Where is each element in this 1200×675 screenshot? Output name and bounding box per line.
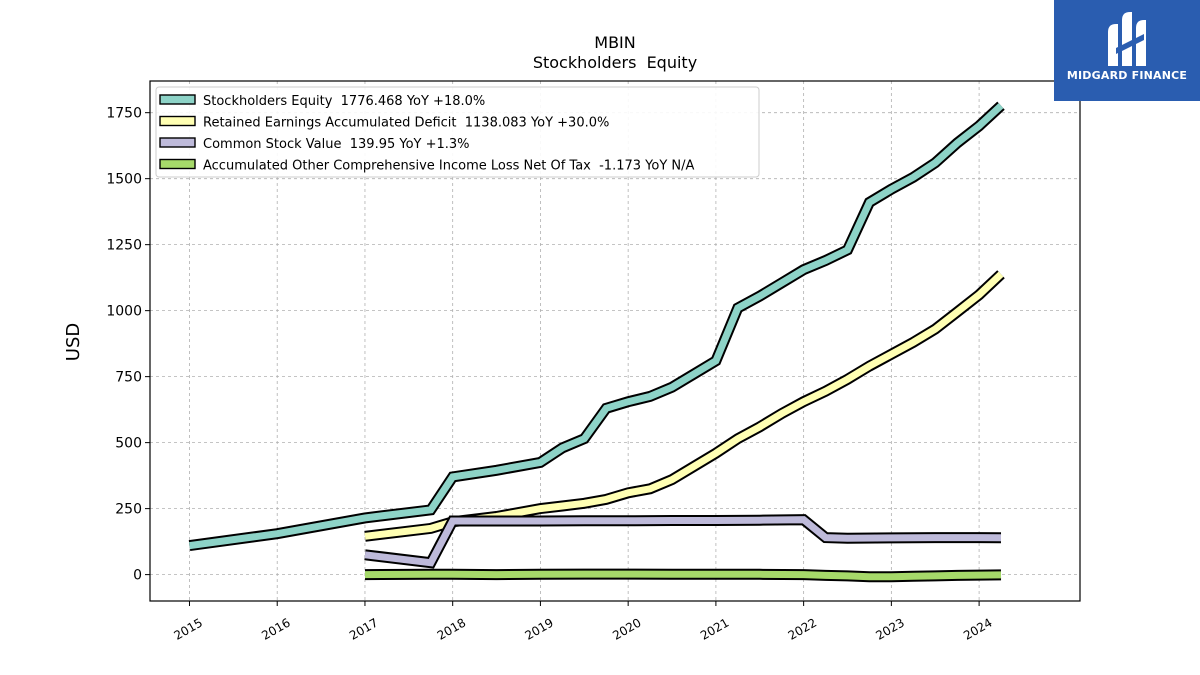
legend-swatch xyxy=(159,115,196,127)
legend-label: Common Stock Value 139.95 YoY +1.3% xyxy=(203,137,470,152)
series-line xyxy=(364,570,1002,581)
legend: Stockholders Equity 1776.468 YoY +18.0% R… xyxy=(155,86,760,178)
series-line xyxy=(364,271,1004,540)
x-tick-label: 2021 xyxy=(698,615,731,642)
legend-label: Stockholders Equity 1776.468 YoY +18.0% xyxy=(203,94,485,109)
y-tick-label: 1500 xyxy=(106,172,142,188)
x-axis-ticks: 2015 2016 2017 2018 2019 2020 2021 2022 2023 2024 xyxy=(172,601,995,643)
x-tick-label: 2024 xyxy=(961,615,994,642)
chart-subtitle: Stockholders Equity xyxy=(533,53,697,72)
x-tick-label: 2020 xyxy=(610,615,643,642)
brand-logo: MIDGARD FINANCE xyxy=(1054,0,1200,101)
grid xyxy=(150,81,1080,601)
x-tick-label: 2016 xyxy=(259,615,292,642)
plot-frame xyxy=(149,80,1081,602)
legend-box xyxy=(155,86,760,178)
series-line xyxy=(189,103,1004,550)
x-tick-label: 2017 xyxy=(347,615,380,642)
series-line-outline xyxy=(364,270,1005,542)
series-line xyxy=(364,516,1002,567)
legend-swatch xyxy=(159,158,196,170)
x-tick-label: 2022 xyxy=(786,615,819,642)
y-axis-ticks: 0 250 500 750 1000 1250 1500 1750 xyxy=(106,106,150,584)
y-tick-label: 750 xyxy=(115,370,142,386)
legend-swatch xyxy=(159,94,196,105)
y-tick-label: 1250 xyxy=(106,238,142,254)
legend-label: Retained Earnings Accumulated Deficit 11… xyxy=(203,116,609,131)
y-axis-label: USD xyxy=(63,323,84,361)
y-tick-label: 0 xyxy=(133,568,142,584)
y-tick-label: 250 xyxy=(115,502,142,518)
y-tick-label: 1750 xyxy=(106,106,142,122)
x-tick-label: 2023 xyxy=(873,615,906,642)
chart-title: MBIN xyxy=(594,33,635,52)
x-tick-label: 2019 xyxy=(522,615,555,642)
series-lines xyxy=(188,101,1005,583)
legend-label: Accumulated Other Comprehensive Income L… xyxy=(203,159,694,174)
y-tick-label: 1000 xyxy=(106,304,142,320)
x-tick-label: 2018 xyxy=(435,615,468,642)
x-tick-label: 2015 xyxy=(172,615,205,642)
logo-mark-icon xyxy=(1108,12,1146,66)
legend-swatch xyxy=(159,137,196,148)
logo-text: MIDGARD FINANCE xyxy=(1066,69,1188,82)
y-tick-label: 500 xyxy=(115,436,142,452)
